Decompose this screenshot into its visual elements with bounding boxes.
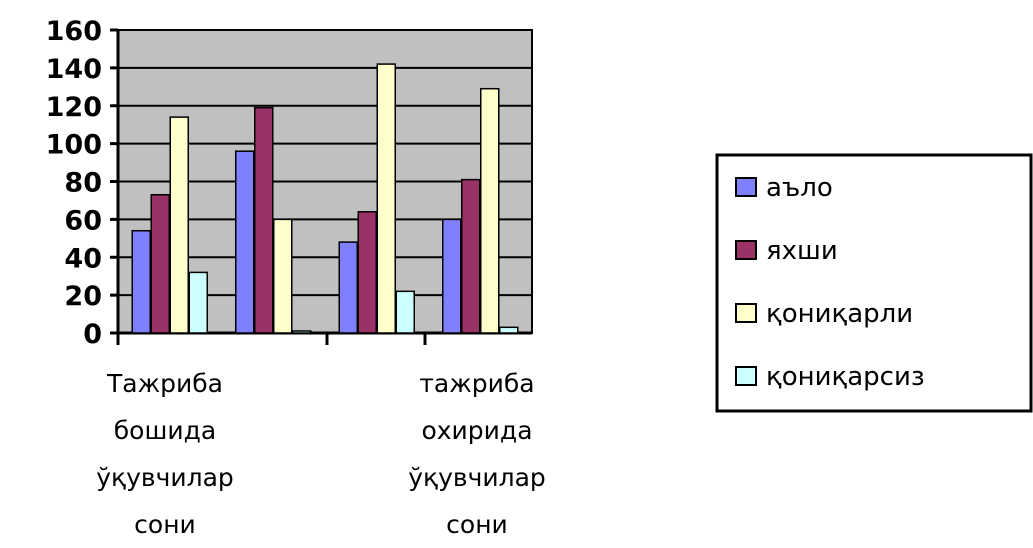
legend-label-2: яхши	[766, 236, 838, 266]
y-tick-label: 80	[64, 168, 102, 199]
category-label-2: тажриба охирида ўқувчилар сони	[408, 369, 546, 539]
bar-3-slot-2	[273, 218, 293, 334]
category-label-line: сони	[446, 510, 508, 539]
bar-2-slot-1	[150, 194, 170, 334]
bar-3-slot-3	[376, 63, 396, 334]
category-label-line: ўқувчилар	[96, 463, 234, 492]
category-label-line: бошида	[114, 416, 216, 445]
bar-2-slot-2	[254, 106, 274, 334]
legend-label-4: қониқарсиз	[766, 362, 925, 392]
category-label-line: тажриба	[419, 369, 534, 398]
y-tick-label: 140	[46, 54, 102, 85]
bar-1-slot-2	[235, 150, 255, 334]
category-label-line: охирида	[421, 416, 532, 445]
bar-3-slot-1	[169, 116, 189, 334]
bar-4-slot-2	[292, 330, 312, 334]
category-label-line: Тажриба	[106, 369, 223, 398]
legend-box	[715, 153, 1033, 413]
bar-2-slot-3	[357, 211, 377, 334]
bar-4-slot-4	[499, 326, 519, 334]
category-label-line: ўқувчилар	[408, 463, 546, 492]
y-tick-label: 160	[46, 16, 102, 47]
y-tick-label: 60	[64, 205, 102, 236]
y-tick-label: 100	[46, 130, 102, 161]
legend-swatch-2	[735, 240, 757, 260]
bar-1-slot-3	[338, 241, 358, 334]
legend-label-1: аъло	[766, 173, 833, 203]
bar-4-slot-3	[395, 290, 415, 334]
y-tick-label: 40	[64, 243, 102, 274]
bar-4-slot-1	[188, 271, 208, 334]
y-tick-label: 20	[64, 281, 102, 312]
bar-2-slot-4	[461, 178, 481, 334]
category-label-line: сони	[134, 510, 196, 539]
bar-1-slot-4	[442, 218, 462, 334]
category-label-1: Тажриба бошида ўқувчилар сони	[96, 369, 234, 539]
y-tick-label: 0	[83, 319, 102, 350]
bar-3-slot-4	[480, 87, 500, 334]
legend-swatch-3	[735, 303, 757, 323]
legend-swatch-1	[735, 177, 757, 197]
bar-1-slot-1	[131, 229, 151, 334]
legend-swatch-4	[735, 366, 757, 386]
y-tick-label: 120	[46, 92, 102, 123]
legend-label-3: қониқарли	[766, 299, 913, 329]
